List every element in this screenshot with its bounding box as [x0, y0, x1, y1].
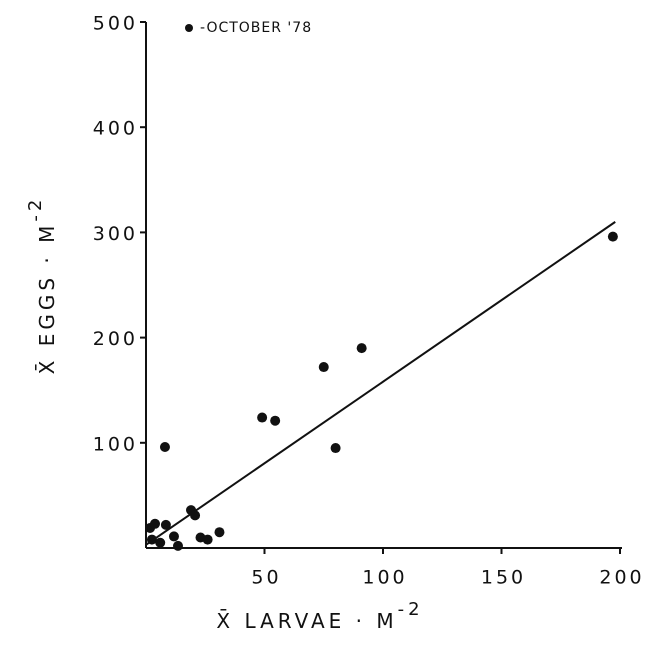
- point: [159, 442, 170, 453]
- y-axis-label: X̄ EGGS · M-2: [25, 196, 59, 375]
- point: [155, 537, 166, 548]
- point: [172, 540, 183, 551]
- point: [270, 415, 281, 426]
- point: [356, 343, 367, 354]
- legend-label: -OCTOBER '78: [200, 20, 312, 36]
- y-tick-label: 100: [93, 433, 138, 455]
- x-axis-label-text: X̄ LARVAE · M: [216, 608, 397, 633]
- point: [330, 443, 341, 454]
- legend-marker: [185, 24, 193, 32]
- x-axis-label: X̄ LARVAE · M-2: [216, 599, 423, 633]
- point: [318, 362, 329, 373]
- y-tick-label: 200: [93, 328, 138, 350]
- y-tick-label: 300: [93, 223, 138, 245]
- y-axis-label-sup: -2: [25, 196, 46, 222]
- y-axis-label-text: X̄ EGGS · M: [34, 222, 59, 375]
- y-tick-label: 400: [93, 118, 138, 140]
- x-axis-label-sup: -2: [398, 599, 424, 620]
- x-tick-label: 150: [481, 567, 526, 589]
- x-tick-label: 200: [599, 567, 644, 589]
- x-tick-label: 100: [362, 567, 407, 589]
- point: [160, 519, 171, 530]
- point: [168, 531, 179, 542]
- point: [150, 518, 161, 529]
- x-tick-label: 50: [251, 567, 281, 589]
- point: [607, 231, 618, 242]
- point: [202, 534, 213, 545]
- point: [214, 527, 225, 538]
- y-tick-label: 500: [93, 13, 138, 35]
- point: [257, 412, 268, 423]
- fit-line: [145, 221, 616, 546]
